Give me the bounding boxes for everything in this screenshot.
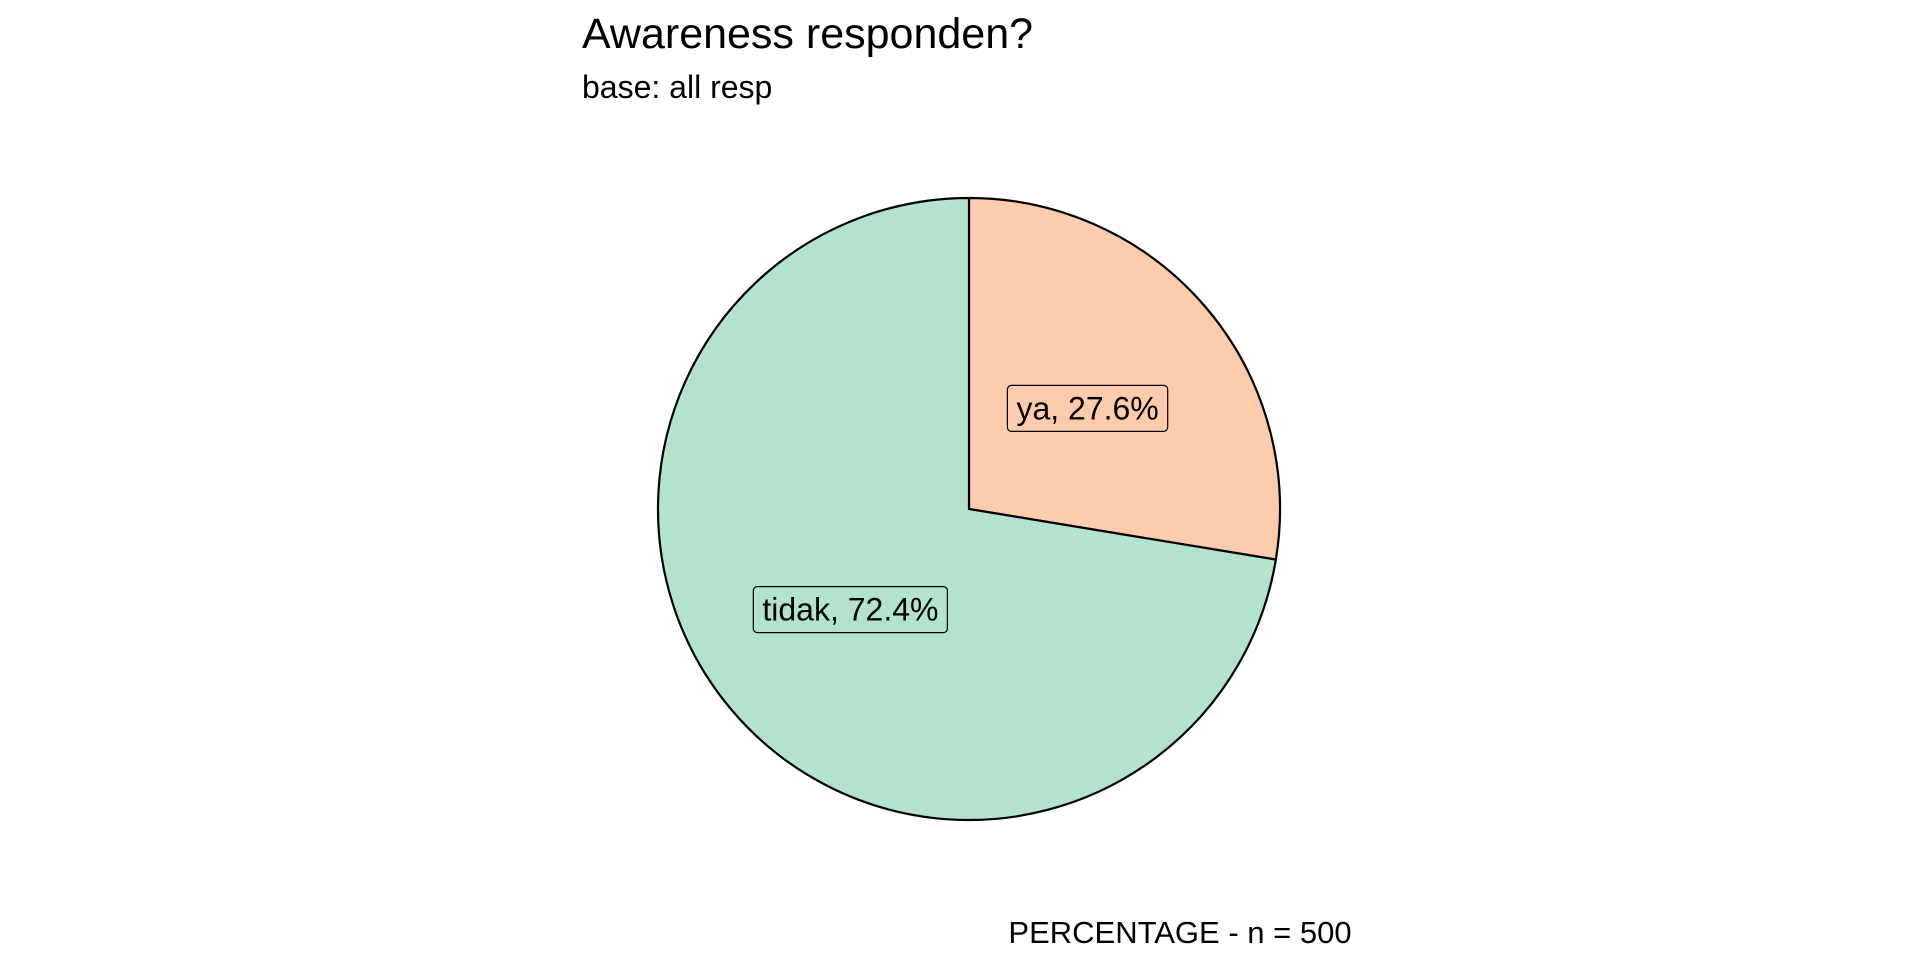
slice-label-box: [1006, 384, 1169, 432]
slice-labels: ya, 27.6% tidak, 72.4%: [752, 384, 1169, 634]
chart-caption: PERCENTAGE - n = 500: [1008, 915, 1351, 950]
slice-label-ya: ya, 27.6%: [1006, 384, 1169, 432]
slice-label-tidak: tidak, 72.4%: [752, 585, 948, 634]
slice-label-text: ya, 27.6%: [1016, 390, 1158, 426]
pie-slice-tidak: [656, 196, 1277, 822]
pie-slice-ya: [967, 196, 1282, 561]
chart-title: Awareness responden?: [582, 10, 1033, 58]
chart-subtitle: base: all resp: [582, 69, 772, 105]
slice-label-box: [752, 585, 948, 634]
pie-slices: [656, 196, 1282, 822]
slice-label-text: tidak, 72.4%: [762, 592, 938, 628]
